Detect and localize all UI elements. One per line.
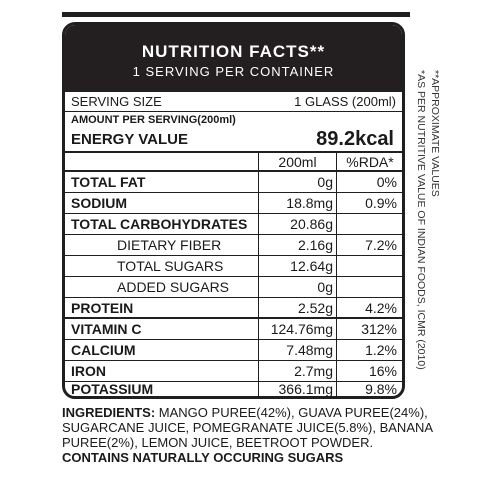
nutrient-rda: 4.2% bbox=[336, 298, 402, 317]
nutrition-title: NUTRITION FACTS** bbox=[141, 42, 326, 61]
nutrient-name: DIETARY FIBER bbox=[117, 237, 222, 253]
amount-column-header: 200ml bbox=[258, 153, 336, 170]
nutrient-name: TOTAL SUGARS bbox=[117, 258, 224, 274]
nutrient-rda bbox=[336, 277, 402, 297]
nutrition-header: NUTRITION FACTS** 1 SERVING PER CONTAINE… bbox=[65, 25, 402, 92]
ingredients-label: INGREDIENTS: bbox=[62, 405, 156, 420]
nutrient-row: CALCIUM 7.48mg 1.2% bbox=[65, 340, 402, 361]
column-header-row: 200ml %RDA* bbox=[65, 153, 402, 172]
nutrient-rda: 7.2% bbox=[336, 235, 402, 255]
nutrient-name: CALCIUM bbox=[71, 342, 136, 358]
nutrient-rda: 312% bbox=[336, 319, 402, 339]
nutrient-name: TOTAL FAT bbox=[71, 174, 146, 190]
nutrient-amount: 7.48mg bbox=[258, 340, 336, 360]
serving-size-row: SERVING SIZE 1 GLASS (200ml) bbox=[65, 92, 402, 112]
nutrient-rda: 1.2% bbox=[336, 340, 402, 360]
rda-column-header: %RDA* bbox=[336, 153, 402, 170]
nutrient-row: DIETARY FIBER 2.16g 7.2% bbox=[65, 235, 402, 256]
nutrient-name: SODIUM bbox=[71, 195, 127, 211]
nutrient-amount: 2.52g bbox=[258, 298, 336, 317]
nutrient-row: POTASSIUM 366.1mg 9.8% bbox=[65, 381, 402, 397]
nutrient-name: IRON bbox=[71, 363, 106, 379]
amount-per-serving-label: AMOUNT PER SERVING(200ml) bbox=[71, 114, 236, 126]
nutrient-amount: 366.1mg bbox=[258, 381, 336, 396]
nutrient-name: VITAMIN C bbox=[71, 321, 142, 337]
rda-source-note: *AS PER NUTRITIVE VALUE OF INDIAN FOODS,… bbox=[415, 70, 427, 370]
nutrient-row: PROTEIN 2.52g 4.2% bbox=[65, 298, 402, 319]
nutrient-row: IRON 2.7mg 16% bbox=[65, 361, 402, 382]
energy-row: ENERGY VALUE 89.2kcal bbox=[65, 128, 402, 153]
nutrient-amount: 0g bbox=[258, 172, 336, 192]
nutrient-rda bbox=[336, 214, 402, 234]
nutrient-row: ADDED SUGARS 0g bbox=[65, 277, 402, 298]
serving-size-value: 1 GLASS (200ml) bbox=[294, 94, 396, 109]
nutrient-amount: 0g bbox=[258, 277, 336, 297]
nutrient-name: ADDED SUGARS bbox=[117, 279, 230, 295]
nutrient-row: TOTAL FAT 0g 0% bbox=[65, 172, 402, 193]
servings-per-container: 1 SERVING PER CONTAINER bbox=[132, 64, 335, 79]
nutrient-amount: 2.16g bbox=[258, 235, 336, 255]
nutrient-rda: 0.9% bbox=[336, 193, 402, 213]
nutrition-facts-panel: NUTRITION FACTS** 1 SERVING PER CONTAINE… bbox=[62, 22, 405, 399]
nutrient-amount: 124.76mg bbox=[258, 319, 336, 339]
nutrient-row: SODIUM 18.8mg 0.9% bbox=[65, 193, 402, 214]
nutrient-name: POTASSIUM bbox=[71, 381, 154, 397]
nutrient-amount: 2.7mg bbox=[258, 361, 336, 381]
energy-value: 89.2kcal bbox=[316, 128, 394, 150]
top-rule bbox=[62, 12, 410, 17]
nutrient-rda: 0% bbox=[336, 172, 402, 192]
energy-label: ENERGY VALUE bbox=[71, 131, 188, 148]
nutrient-amount: 20.86g bbox=[258, 214, 336, 234]
nutrient-rda bbox=[336, 256, 402, 276]
side-notes: **APPROXIMATE VALUES *AS PER NUTRITIVE V… bbox=[412, 70, 444, 370]
serving-size-label: SERVING SIZE bbox=[71, 94, 162, 109]
nutrient-rda: 16% bbox=[336, 361, 402, 381]
nutrient-amount: 18.8mg bbox=[258, 193, 336, 213]
nutrient-row: TOTAL SUGARS 12.64g bbox=[65, 256, 402, 277]
nutrient-name: TOTAL CARBOHYDRATES bbox=[71, 216, 248, 232]
approximate-values-note: **APPROXIMATE VALUES bbox=[429, 70, 441, 197]
contains-sugars-note: CONTAINS NATURALLY OCCURING SUGARS bbox=[62, 450, 344, 465]
nutrient-name: PROTEIN bbox=[71, 299, 134, 316]
nutrient-rda: 9.8% bbox=[336, 381, 402, 396]
ingredients-text: MANGO PUREE(42%), GUAVA PUREE(24%), SUGA… bbox=[62, 405, 433, 450]
nutrient-amount: 12.64g bbox=[258, 256, 336, 276]
nutrient-row: VITAMIN C 124.76mg 312% bbox=[65, 319, 402, 340]
ingredients-block: INGREDIENTS: MANGO PUREE(42%), GUAVA PUR… bbox=[62, 405, 482, 465]
amount-per-serving-row: AMOUNT PER SERVING(200ml) bbox=[65, 112, 402, 128]
nutrient-row: TOTAL CARBOHYDRATES 20.86g bbox=[65, 214, 402, 235]
